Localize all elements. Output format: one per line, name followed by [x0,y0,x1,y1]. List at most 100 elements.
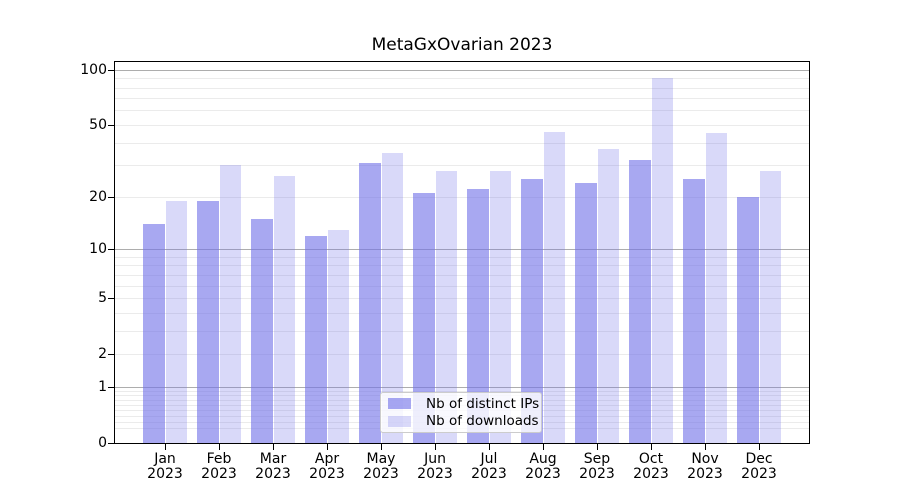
x-tick-label-mar: Mar 2023 [238,452,308,482]
y-tick-label-20: 20 [89,188,107,205]
x-tick-label-jan: Jan 2023 [130,452,200,482]
x-tick-year: 2023 [417,466,453,482]
x-tick-mark [273,444,274,450]
x-tick-mark [759,444,760,450]
plot-area: Nb of distinct IPs Nb of downloads [114,61,810,444]
bar-nb-of-downloads-mar [273,176,295,443]
x-tick-mark [327,444,328,450]
bar-nb-of-downloads-dec [759,170,781,443]
x-tick-label-dec: Dec 2023 [724,452,794,482]
gridline-minor [115,110,809,112]
x-tick-month: Nov [691,451,719,467]
x-tick-month: Sep [583,451,611,467]
bar-nb-of-downloads-jan [165,200,187,443]
x-tick-year: 2023 [201,466,237,482]
legend-swatch-distinct-ips [388,398,411,410]
x-tick-month: Apr [314,451,340,467]
y-tick-mark [108,354,115,356]
bar-nb-of-downloads-may [381,153,403,443]
x-tick-label-nov: Nov 2023 [670,452,740,482]
bar-nb-of-downloads-jun [435,170,457,443]
bar-nb-of-distinct-ips-nov [683,179,705,443]
gridline-minor [115,87,809,89]
gridline-minor [115,285,809,287]
x-tick-year: 2023 [471,466,507,482]
legend-item-distinct-ips: Nb of distinct IPs [388,396,539,412]
bar-nb-of-downloads-oct [651,78,673,443]
gridline-minor [115,78,809,80]
gridline-minor [115,274,809,276]
y-tick-label-5: 5 [98,290,107,306]
x-tick-month: Jan [154,451,176,467]
x-tick-mark [543,444,544,450]
y-tick-mark [108,443,115,444]
x-tick-year: 2023 [687,466,723,482]
x-tick-mark [435,444,436,450]
x-tick-mark [381,444,382,450]
bar-nb-of-distinct-ips-mar [251,218,273,443]
x-tick-label-jun: Jun 2023 [400,452,470,482]
x-tick-year: 2023 [255,466,291,482]
gridline-minor [115,265,809,267]
y-tick-label-50: 50 [89,116,107,133]
y-tick-mark [108,249,115,250]
bar-nb-of-distinct-ips-dec [737,196,759,443]
y-tick-label-2: 2 [98,346,107,363]
gridline-minor [115,330,809,332]
legend-swatch-downloads [388,415,411,427]
x-tick-year: 2023 [741,466,777,482]
gridline-minor [115,256,809,258]
bar-nb-of-downloads-jul [489,170,511,443]
x-tick-month: Feb [206,451,232,467]
x-tick-mark [597,444,598,450]
bar-nb-of-distinct-ips-feb [197,200,219,443]
bar-nb-of-downloads-apr [327,229,349,443]
legend-label-downloads: Nb of downloads [426,413,539,430]
y-tick-label-1: 1 [98,378,107,395]
x-tick-label-feb: Feb 2023 [184,452,254,482]
x-tick-mark [165,444,166,450]
gridline-minor [115,142,809,144]
bar-nb-of-downloads-sep [597,148,619,443]
bar-nb-of-downloads-nov [705,133,727,443]
x-tick-month: Aug [529,451,557,467]
legend-item-downloads: Nb of downloads [388,413,539,429]
x-tick-mark [489,444,490,450]
bar-nb-of-distinct-ips-jan [143,223,165,443]
x-tick-mark [705,444,706,450]
y-tick-label-100: 100 [80,61,107,78]
x-tick-month: Mar [259,451,287,467]
bar-nb-of-distinct-ips-may [359,162,381,443]
x-tick-month: May [366,451,396,467]
chart-title: MetaGxOvarian 2023 [371,35,553,55]
bar-nb-of-distinct-ips-oct [629,160,651,443]
x-tick-label-sep: Sep 2023 [562,452,632,482]
bar-nb-of-distinct-ips-apr [305,235,327,443]
x-tick-year: 2023 [633,466,669,482]
gridline-major [115,69,809,71]
y-tick-mark [108,298,115,299]
legend: Nb of distinct IPs Nb of downloads [380,392,542,433]
y-tick-mark [108,196,115,198]
legend-label-distinct-ips: Nb of distinct IPs [426,395,540,412]
x-tick-mark [219,444,220,450]
gridline-minor [115,124,809,126]
gridline-minor [115,298,809,299]
y-tick-label-10: 10 [89,241,107,257]
gridline-major [115,249,809,250]
bar-nb-of-distinct-ips-aug [521,179,543,443]
x-tick-label-apr: Apr 2023 [292,452,362,482]
x-tick-mark [651,444,652,450]
x-tick-label-jul: Jul 2023 [454,452,524,482]
gridline-minor [115,98,809,100]
y-tick-label-0: 0 [98,435,107,451]
gridline-major [115,386,809,388]
y-tick-mark [108,69,115,71]
gridline-minor [115,196,809,198]
bar-nb-of-distinct-ips-jul [467,189,489,443]
x-tick-label-aug: Aug 2023 [508,452,578,482]
gridline-minor [115,354,809,356]
bar-nb-of-downloads-feb [219,165,241,443]
x-tick-month: Jul [480,451,498,467]
